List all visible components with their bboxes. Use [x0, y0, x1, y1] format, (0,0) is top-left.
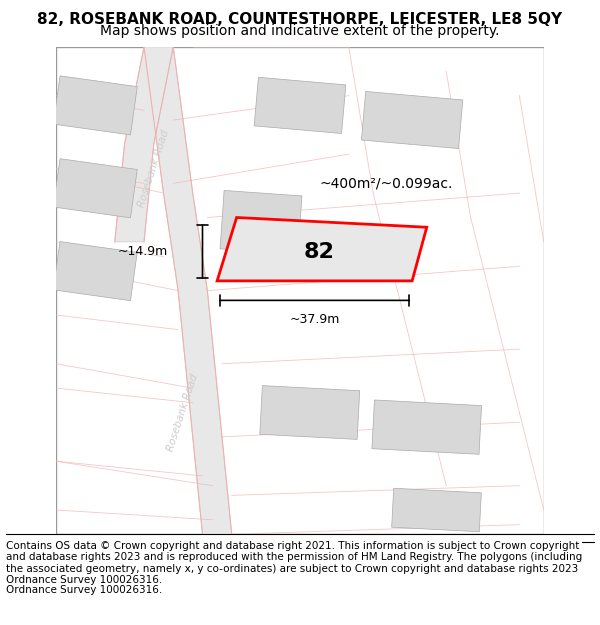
Polygon shape: [53, 241, 137, 301]
Text: ~14.9m: ~14.9m: [118, 245, 169, 258]
Polygon shape: [53, 76, 137, 135]
Polygon shape: [254, 78, 346, 134]
Polygon shape: [392, 488, 481, 532]
Text: 82: 82: [304, 242, 335, 262]
Polygon shape: [361, 91, 463, 149]
Polygon shape: [260, 386, 360, 439]
Text: Rosebank Road: Rosebank Road: [136, 129, 171, 209]
Text: Rosebank Road: Rosebank Road: [166, 372, 200, 452]
Polygon shape: [220, 191, 302, 254]
Text: Map shows position and indicative extent of the property.: Map shows position and indicative extent…: [100, 24, 500, 38]
Text: ~37.9m: ~37.9m: [289, 313, 340, 326]
Text: Contains OS data © Crown copyright and database right 2021. This information is : Contains OS data © Crown copyright and d…: [6, 541, 582, 586]
Polygon shape: [372, 400, 482, 454]
Text: 82, ROSEBANK ROAD, COUNTESTHORPE, LEICESTER, LE8 5QY: 82, ROSEBANK ROAD, COUNTESTHORPE, LEICES…: [37, 12, 563, 27]
Polygon shape: [115, 47, 173, 242]
Polygon shape: [217, 217, 427, 281]
Text: Contains OS data © Crown copyright and database right 2021. This information is : Contains OS data © Crown copyright and d…: [6, 551, 582, 596]
Polygon shape: [53, 159, 137, 218]
Text: ~400m²/~0.099ac.: ~400m²/~0.099ac.: [320, 176, 453, 191]
Polygon shape: [144, 47, 232, 534]
